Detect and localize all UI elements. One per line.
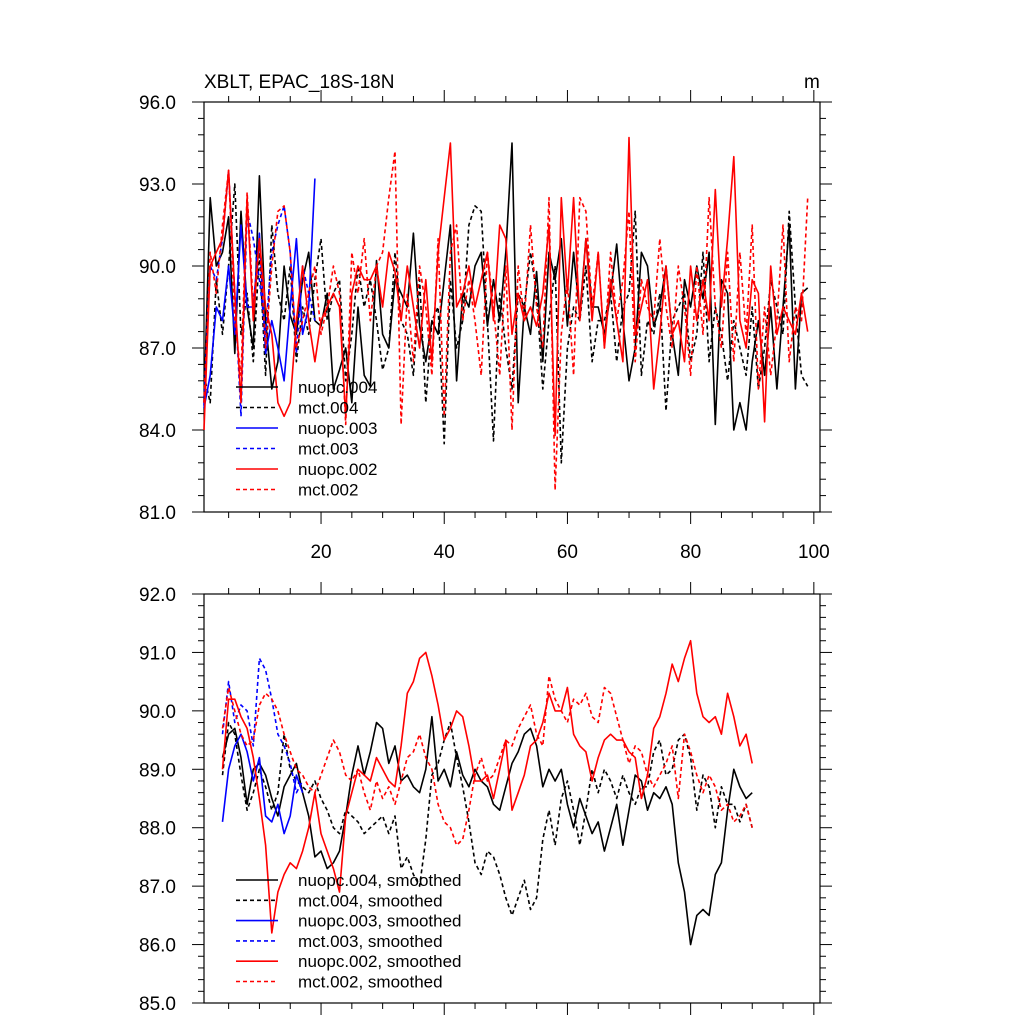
series-line-nuopc-003-smoothed (221, 733, 304, 835)
series-line-nuopc-002-smoothed (221, 639, 753, 934)
y-tick-label: 84.0 (139, 421, 176, 442)
series-line-mct-003-smoothed (221, 657, 304, 794)
top-panel-raw-series: 81.0 84.0 87.0 90.0 93.0 96.0 20 40 60 80 100 XBLT,… (139, 72, 832, 563)
legend-label-mct-004-smoothed: mct.004, smoothed (298, 891, 443, 910)
y-tick-label: 93.0 (139, 175, 176, 196)
legend-label-nuopc-002-smoothed: nuopc.002, smoothed (298, 952, 462, 971)
legend-label-mct-002: mct.002 (298, 481, 358, 500)
units-label: m (804, 72, 820, 93)
legend-label-mct-003-smoothed: mct.003, smoothed (298, 932, 443, 951)
series-line-mct-002-smoothed (221, 674, 753, 847)
bottom-panel-smoothed-series: 85.0 86.0 87.0 88.0 89.0 90.0 91.0 92.0 nuopc.00… (139, 582, 832, 1015)
y-tick-label: 90.0 (139, 702, 176, 723)
y-tick-label: 87.0 (139, 339, 176, 360)
x-tick-label: 20 (310, 542, 331, 563)
series-line-nuopc-003 (203, 178, 316, 409)
y-tick-label: 81.0 (139, 503, 176, 524)
x-tick-label: 100 (798, 542, 830, 563)
y-tick-label: 88.0 (139, 819, 176, 840)
legend-label-mct-003: mct.003 (298, 440, 358, 459)
legend-label-nuopc-004: nuopc.004 (298, 378, 377, 397)
legend-label-nuopc-003-smoothed: nuopc.003, smoothed (298, 912, 462, 931)
series-line-nuopc-004 (203, 142, 809, 431)
x-tick-label: 80 (680, 542, 701, 563)
legend-label-mct-002-smoothed: mct.002, smoothed (298, 973, 443, 992)
y-tick-label: 91.0 (139, 643, 176, 664)
series-line-nuopc-004-smoothed (221, 715, 753, 946)
y-tick-label: 90.0 (139, 257, 176, 278)
series-line-mct-004-smoothed (221, 721, 753, 917)
legend-label-mct-004: mct.004 (298, 399, 358, 418)
series-line-mct-002 (203, 150, 809, 491)
plot-frame (203, 593, 821, 1004)
y-tick-label: 92.0 (139, 585, 176, 606)
y-tick-label: 89.0 (139, 760, 176, 781)
x-tick-label: 40 (434, 542, 455, 563)
x-tick-label: 60 (557, 542, 578, 563)
y-tick-label: 87.0 (139, 877, 176, 898)
plot-frame (203, 101, 821, 513)
series-line-mct-004 (203, 183, 809, 464)
legend-label-nuopc-003: nuopc.003 (298, 419, 377, 438)
y-tick-label: 96.0 (139, 93, 176, 114)
y-tick-label: 85.0 (139, 994, 176, 1015)
chart-title: XBLT, EPAC_18S-18N (204, 72, 394, 93)
legend-label-nuopc-002: nuopc.002 (298, 460, 377, 479)
series-line-nuopc-002 (203, 136, 809, 437)
y-tick-label: 86.0 (139, 936, 176, 957)
legend-label-nuopc-004-smoothed: nuopc.004, smoothed (298, 871, 462, 890)
